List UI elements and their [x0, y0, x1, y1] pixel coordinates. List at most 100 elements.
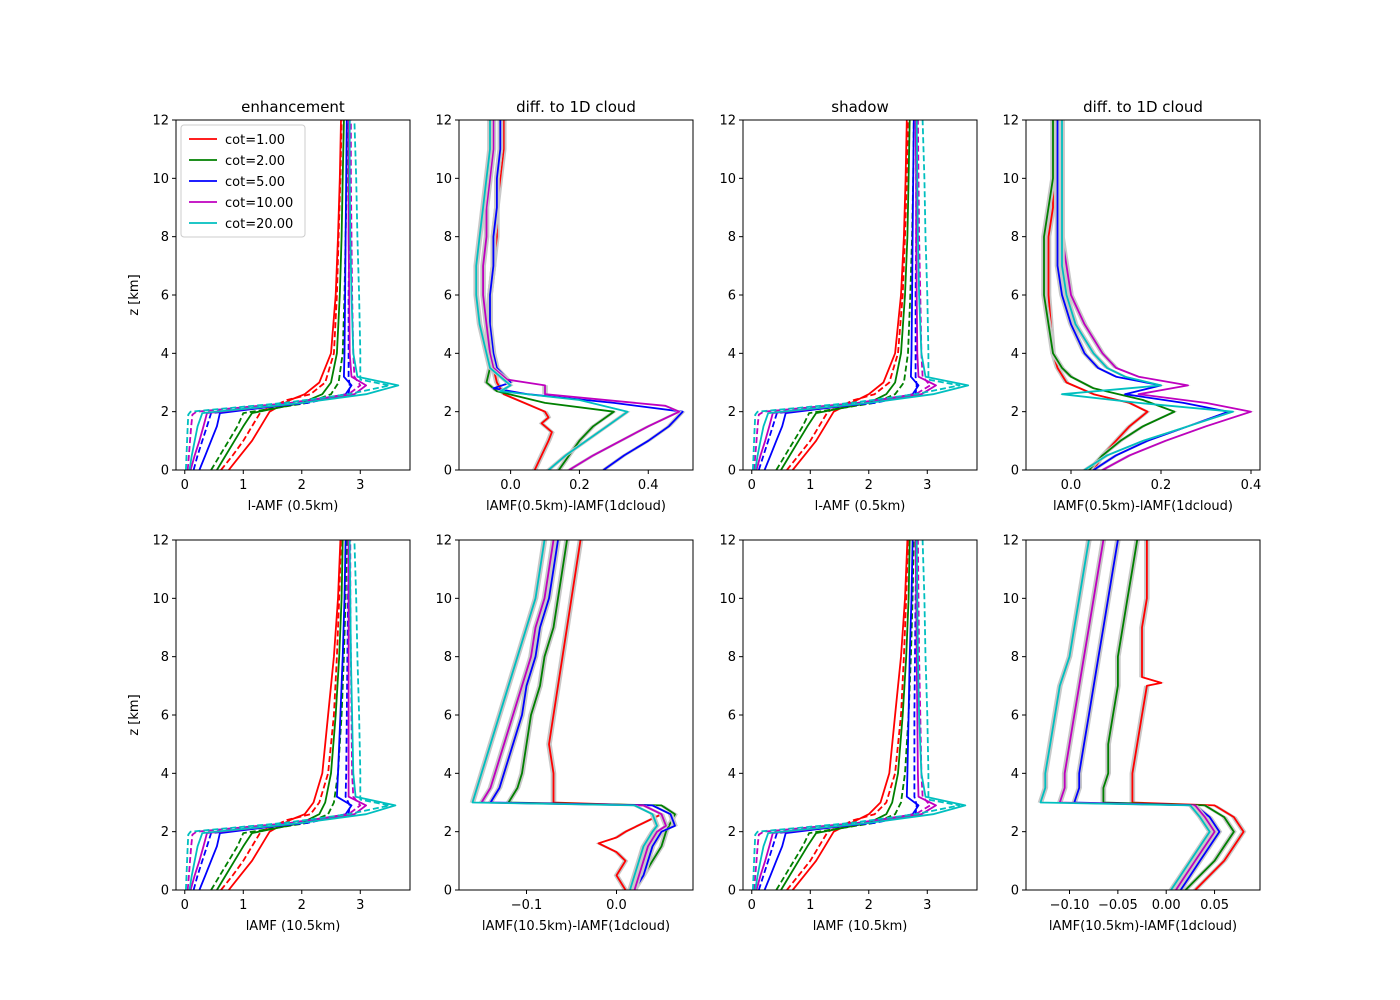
legend-label: cot=10.00	[225, 196, 293, 211]
x-tick-label: 0.00	[1152, 898, 1181, 913]
uncertainty-band	[1059, 120, 1236, 470]
y-tick-label: 12	[152, 534, 169, 549]
series-line-cot-20-00-dashed	[185, 120, 391, 470]
x-tick-label: 0.0	[500, 478, 521, 493]
panel-2: 0 2 4 6 8 10 12 0.0 0.2 0.4 diff. to 1D cloud lAMF(…	[435, 98, 694, 514]
series-line-cot-1-00-dashed	[220, 540, 342, 890]
x-axis-label: l-AMF (0.5km)	[248, 499, 339, 514]
x-tick-label: 0.0	[1061, 478, 1082, 493]
uncertainty-band	[1059, 120, 1254, 470]
y-tick-label: 2	[161, 825, 169, 840]
series-line-cot-1-00-solid	[791, 120, 908, 470]
series-line-cot-5-00-dashed	[757, 540, 918, 890]
y-tick-label: 8	[161, 230, 169, 245]
x-axis-label: lAMF (10.5km)	[813, 919, 908, 934]
series-line-cot-5-00-solid	[489, 120, 684, 470]
series-line-cot-20-00-dashed	[185, 540, 391, 890]
x-tick-label: 0.0	[606, 898, 627, 913]
plot-area	[473, 120, 686, 470]
series-line-cot-10-00-dashed	[753, 120, 932, 470]
x-tick-label: −0.1	[511, 898, 543, 913]
y-tick-label: 0	[444, 464, 452, 479]
y-tick-label: 10	[1002, 592, 1019, 607]
series-line-cot-10-00-solid	[189, 120, 368, 470]
uncertainty-band	[487, 120, 686, 470]
axes-frame	[458, 119, 694, 471]
y-tick-label: 6	[728, 289, 736, 304]
series-line-cot-1-00-solid	[1131, 540, 1245, 890]
series-line-cot-10-00-solid	[482, 120, 681, 470]
uncertainty-band	[1037, 540, 1213, 890]
x-axis-label: lAMF(10.5km)-lAMF(1dcloud)	[1049, 919, 1237, 934]
chart-title: shadow	[831, 98, 888, 116]
series-line-cot-1-00-solid	[791, 540, 909, 890]
y-tick-label: 10	[435, 592, 452, 607]
x-tick-label: 0.4	[638, 478, 659, 493]
series-line-cot-5-00-solid	[1073, 540, 1221, 890]
y-tick-label: 2	[728, 825, 736, 840]
x-tick-label: 0.05	[1200, 898, 1229, 913]
y-tick-label: 12	[1002, 114, 1019, 129]
y-tick-label: 6	[161, 289, 169, 304]
x-tick-label: 3	[923, 478, 931, 493]
y-tick-label: 8	[728, 230, 736, 245]
y-tick-label: 4	[1011, 347, 1019, 362]
legend-label: cot=1.00	[225, 133, 285, 148]
y-tick-label: 12	[719, 114, 736, 129]
plot-area	[185, 540, 397, 890]
x-tick-label: 1	[239, 478, 247, 493]
x-axis-label: l-AMF (0.5km)	[815, 499, 906, 514]
series-line-cot-20-00-solid	[188, 120, 400, 470]
y-tick-label: 0	[161, 884, 169, 899]
y-tick-label: 12	[152, 114, 169, 129]
y-tick-label: 4	[1011, 767, 1019, 782]
series-line-cot-5-00-dashed	[192, 540, 351, 890]
y-tick-label: 2	[161, 405, 169, 420]
series-line-cot-10-00-solid	[755, 120, 937, 470]
y-tick-label: 4	[161, 767, 169, 782]
series-line-cot-10-00-solid	[1061, 120, 1252, 470]
x-tick-label: 0.2	[569, 478, 590, 493]
y-tick-label: 6	[444, 289, 452, 304]
y-tick-label: 10	[1002, 172, 1019, 187]
y-tick-label: 0	[728, 464, 736, 479]
series-line-cot-1-00-dashed	[786, 540, 909, 890]
chart-title: enhancement	[241, 98, 345, 116]
series-line-cot-5-00-solid	[763, 540, 920, 890]
series-line-cot-5-00-solid	[489, 540, 676, 890]
y-tick-label: 2	[444, 825, 452, 840]
x-tick-label: 2	[298, 898, 306, 913]
legend-label: cot=20.00	[225, 217, 293, 232]
y-tick-label: 6	[444, 709, 452, 724]
x-tick-label: 0.4	[1241, 478, 1262, 493]
y-tick-label: 6	[1011, 709, 1019, 724]
series-line-cot-1-00-solid	[548, 540, 663, 890]
axes-frame	[742, 539, 978, 891]
panel-8: 0 2 4 6 8 10 12 −0.10 −0.05 0.00 0.05 lAMF(10.5km)-…	[1002, 534, 1261, 934]
series-line-cot-2-00-dashed	[775, 540, 915, 890]
plot-area	[1041, 120, 1254, 470]
series-line-cot-5-00-solid	[763, 120, 920, 470]
x-tick-label: 3	[356, 478, 364, 493]
x-tick-label: −0.05	[1098, 898, 1138, 913]
y-tick-label: 8	[444, 230, 452, 245]
legend-label: cot=2.00	[225, 154, 285, 169]
x-tick-label: 0	[748, 898, 756, 913]
y-tick-label: 12	[1002, 534, 1019, 549]
y-tick-label: 4	[444, 347, 452, 362]
series-line-cot-1-00-solid	[227, 540, 342, 890]
x-tick-label: 1	[239, 898, 247, 913]
series-line-cot-2-00-solid	[507, 540, 676, 890]
plot-area	[752, 120, 970, 470]
axes-frame	[742, 119, 978, 471]
y-tick-label: 8	[1011, 230, 1019, 245]
series-line-cot-2-00-dashed	[775, 120, 915, 470]
series-line-cot-20-00-solid	[754, 120, 970, 470]
x-axis-label: lAMF(0.5km)-lAMF(1dcloud)	[1053, 499, 1233, 514]
legend: cot=1.00 cot=2.00 cot=5.00 cot=10.00 cot=20.…	[180, 124, 306, 238]
series-line-cot-20-00-solid	[1061, 120, 1234, 470]
y-tick-label: 6	[1011, 289, 1019, 304]
y-tick-label: 0	[1011, 464, 1019, 479]
